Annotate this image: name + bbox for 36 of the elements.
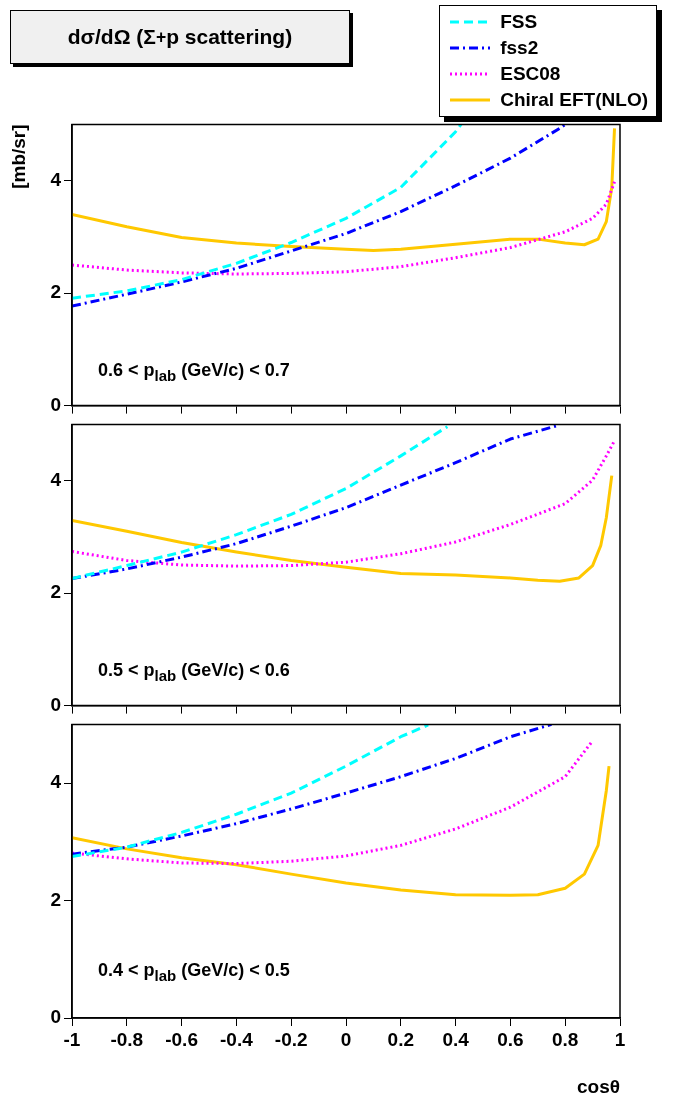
y-tick-label: 0 — [50, 393, 61, 415]
annotation: 0.4 < p$_{lab}$ (GeV/c) < 0.5 — [98, 960, 290, 984]
x-tick-label: 0.8 — [551, 1028, 579, 1050]
line-series — [72, 124, 463, 300]
line-series — [72, 439, 617, 568]
y-tick-label: 2 — [50, 281, 61, 303]
x-tick-label: 0.6 — [497, 1028, 524, 1050]
line-series — [72, 724, 553, 856]
x-axis-title: cosθ — [576, 1075, 620, 1097]
line-series — [72, 425, 449, 580]
legend-label: fss2 — [500, 37, 539, 59]
x-tick-label: -0.6 — [165, 1028, 198, 1050]
legend-label: ESC08 — [500, 63, 561, 85]
y-tick-label: 4 — [50, 468, 62, 490]
y-tick-label: 2 — [50, 888, 61, 910]
y-tick-label: 0 — [50, 1006, 61, 1028]
annotation: 0.6 < p$_{lab}$ (GeV/c) < 0.7 — [98, 360, 290, 384]
x-tick-label: 0.4 — [442, 1028, 470, 1050]
x-tick-label: -0.8 — [110, 1028, 144, 1050]
x-tick-label: 0 — [340, 1028, 352, 1050]
x-tick-label: -0.2 — [274, 1028, 308, 1050]
x-tick-label: 1 — [614, 1028, 626, 1050]
legend-label: Chiral EFT(NLO) — [500, 89, 648, 111]
line-series — [72, 124, 567, 308]
annotation: 0.5 < p$_{lab}$ (GeV/c) < 0.6 — [98, 660, 290, 684]
x-tick-label: -1 — [63, 1028, 81, 1050]
y-tick-label: 0 — [50, 693, 61, 715]
x-tick-label: 0.2 — [387, 1028, 415, 1050]
y-tick-label: 4 — [50, 771, 62, 793]
y-tick-label: 4 — [50, 168, 62, 190]
x-tick-label: -0.4 — [220, 1028, 254, 1050]
y-axis-title: [mb/sr] — [7, 124, 29, 189]
y-tick-label: 2 — [50, 581, 61, 603]
line-series — [72, 180, 617, 276]
legend-label: FSS — [500, 11, 538, 33]
line-series — [72, 724, 430, 859]
